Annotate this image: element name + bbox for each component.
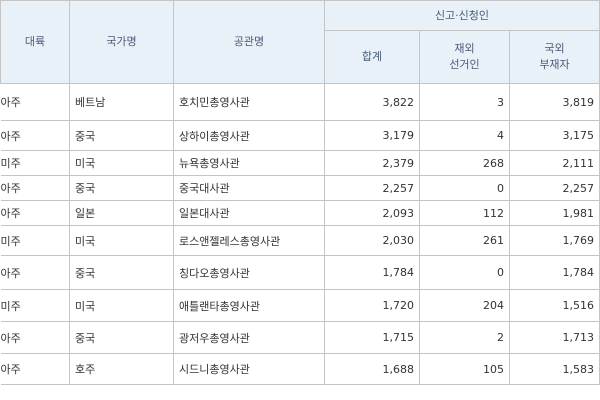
table-header: 대륙 국가명 공관명 신고·신청인 합계 재외 선거인 국외 부재자: [0, 0, 600, 84]
cell-continent: 아주: [0, 353, 70, 385]
cell-absentee: 1,713: [509, 321, 600, 354]
table-row: 아주 중국 상하이총영사관 3,179 4 3,175: [0, 120, 600, 151]
cell-country: 중국: [69, 120, 174, 151]
cell-total: 1,688: [324, 353, 420, 385]
table-row: 아주 베트남 호치민총영사관 3,822 3 3,819: [0, 83, 600, 121]
cell-total: 1,784: [324, 255, 420, 290]
cell-country: 미국: [69, 150, 174, 176]
table-body: 아주 베트남 호치민총영사관 3,822 3 3,819 아주 중국 상하이총영사관 3,179 4…: [0, 83, 600, 385]
header-group: 신고·신청인: [324, 0, 600, 31]
cell-country: 중국: [69, 255, 174, 290]
cell-total: 2,030: [324, 225, 420, 256]
cell-resident: 0: [419, 255, 510, 290]
cell-absentee: 2,111: [509, 150, 600, 176]
table-row: 미주 미국 뉴욕총영사관 2,379 268 2,111: [0, 150, 600, 176]
header-resident-line2: 선거인: [449, 58, 480, 71]
cell-mission: 상하이총영사관: [173, 120, 325, 151]
table-row: 아주 중국 중국대사관 2,257 0 2,257: [0, 175, 600, 201]
header-resident: 재외 선거인: [419, 30, 510, 84]
cell-country: 호주: [69, 353, 174, 385]
table-row: 미주 미국 로스앤젤레스총영사관 2,030 261 1,769: [0, 225, 600, 256]
header-mission: 공관명: [173, 0, 325, 84]
table-row: 아주 일본 일본대사관 2,093 112 1,981: [0, 200, 600, 226]
header-absentee-line1: 국외: [544, 42, 565, 55]
cell-total: 2,257: [324, 175, 420, 201]
cell-total: 3,179: [324, 120, 420, 151]
header-total: 합계: [324, 30, 420, 84]
cell-country: 베트남: [69, 83, 174, 121]
cell-resident: 3: [419, 83, 510, 121]
cell-absentee: 3,175: [509, 120, 600, 151]
cell-resident: 268: [419, 150, 510, 176]
cell-mission: 일본대사관: [173, 200, 325, 226]
header-resident-line1: 재외: [454, 42, 475, 55]
header-absentee: 국외 부재자: [509, 30, 600, 84]
cell-country: 중국: [69, 175, 174, 201]
cell-mission: 호치민총영사관: [173, 83, 325, 121]
cell-mission: 시드니총영사관: [173, 353, 325, 385]
cell-resident: 204: [419, 289, 510, 322]
cell-total: 2,093: [324, 200, 420, 226]
cell-total: 3,822: [324, 83, 420, 121]
cell-resident: 261: [419, 225, 510, 256]
cell-absentee: 2,257: [509, 175, 600, 201]
registration-table: 대륙 국가명 공관명 신고·신청인 합계 재외 선거인 국외 부재자 아주 베트남…: [0, 0, 600, 385]
cell-resident: 4: [419, 120, 510, 151]
table-row: 아주 호주 시드니총영사관 1,688 105 1,583: [0, 353, 600, 385]
cell-resident: 112: [419, 200, 510, 226]
cell-continent: 아주: [0, 200, 70, 226]
cell-continent: 미주: [0, 225, 70, 256]
table-row: 미주 미국 애틀랜타총영사관 1,720 204 1,516: [0, 289, 600, 322]
cell-resident: 0: [419, 175, 510, 201]
cell-country: 미국: [69, 289, 174, 322]
cell-mission: 애틀랜타총영사관: [173, 289, 325, 322]
cell-absentee: 1,981: [509, 200, 600, 226]
cell-country: 미국: [69, 225, 174, 256]
cell-continent: 아주: [0, 175, 70, 201]
cell-mission: 뉴욕총영사관: [173, 150, 325, 176]
cell-continent: 아주: [0, 120, 70, 151]
header-country: 국가명: [69, 0, 174, 84]
cell-continent: 미주: [0, 289, 70, 322]
cell-country: 중국: [69, 321, 174, 354]
cell-mission: 광저우총영사관: [173, 321, 325, 354]
cell-continent: 아주: [0, 321, 70, 354]
cell-country: 일본: [69, 200, 174, 226]
cell-absentee: 3,819: [509, 83, 600, 121]
table-row: 아주 중국 칭다오총영사관 1,784 0 1,784: [0, 255, 600, 290]
cell-total: 1,715: [324, 321, 420, 354]
cell-absentee: 1,784: [509, 255, 600, 290]
cell-continent: 미주: [0, 150, 70, 176]
cell-resident: 2: [419, 321, 510, 354]
cell-mission: 칭다오총영사관: [173, 255, 325, 290]
cell-absentee: 1,516: [509, 289, 600, 322]
cell-total: 1,720: [324, 289, 420, 322]
header-absentee-line2: 부재자: [539, 58, 570, 71]
table-row: 아주 중국 광저우총영사관 1,715 2 1,713: [0, 321, 600, 354]
cell-absentee: 1,769: [509, 225, 600, 256]
cell-absentee: 1,583: [509, 353, 600, 385]
cell-continent: 아주: [0, 83, 70, 121]
cell-mission: 로스앤젤레스총영사관: [173, 225, 325, 256]
cell-total: 2,379: [324, 150, 420, 176]
cell-continent: 아주: [0, 255, 70, 290]
header-continent: 대륙: [0, 0, 70, 84]
cell-mission: 중국대사관: [173, 175, 325, 201]
cell-resident: 105: [419, 353, 510, 385]
